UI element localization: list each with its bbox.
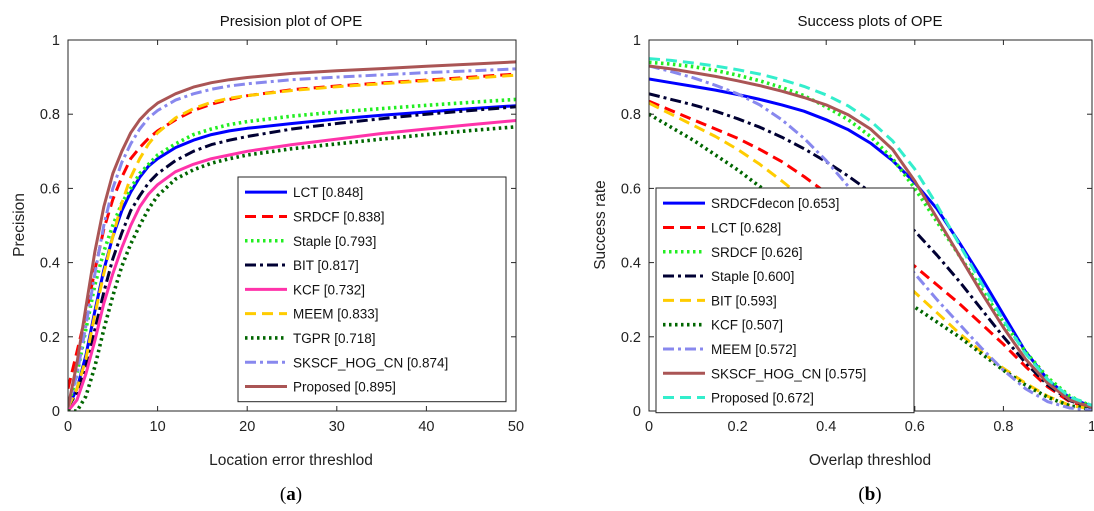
caption-b: (b) (858, 484, 881, 505)
success-plot-title: Success plots of OPE (797, 13, 942, 30)
success-plot-ylabel: Success rate (592, 180, 609, 270)
caption-b-letter: b (865, 484, 876, 505)
precision-legend-box (237, 176, 507, 403)
success-legend-label: MEEM [0.572] (711, 342, 797, 357)
precision-plot-xlabel: Location error threshlod (209, 452, 373, 469)
precision-legend-label: BIT [0.817] (293, 258, 359, 273)
precision-series-line-3 (68, 97, 516, 408)
precision-xtick-label: 10 (150, 419, 166, 435)
success-series-line-5 (649, 101, 1092, 411)
success-xtick-label: 0.2 (728, 419, 748, 435)
precision-series-line-8 (68, 67, 516, 408)
precision-ytick-label: 0.2 (40, 330, 60, 346)
precision-plot-area: 0 10 20 30 40 50 0 0.2 0.4 0.6 0.8 1 LCT [0.848] SRDC… (40, 33, 524, 435)
success-xtick-label: 0.4 (816, 419, 836, 435)
precision-legend-label: SRDCF [0.838] (293, 209, 385, 224)
precision-legend-label: TGPR [0.718] (293, 331, 376, 346)
precision-ytick-label: 0 (52, 404, 60, 420)
precision-legend-label: LCT [0.848] (293, 185, 363, 200)
precision-ytick-label: 1 (52, 33, 60, 49)
success-plot-xlabel: Overlap threshlod (809, 452, 931, 469)
precision-legend-label: Proposed [0.895] (293, 380, 396, 395)
success-plot-panel: Success plots of OPE Overlap threshlod S… (592, 13, 1094, 469)
precision-xtick-label: 30 (329, 419, 345, 435)
success-legend-label: Proposed [0.672] (711, 391, 814, 406)
precision-ytick-label: 0.4 (40, 256, 60, 272)
precision-series-line-6 (68, 73, 516, 408)
success-xtick-label: 0.8 (993, 419, 1013, 435)
success-legend-label: KCF [0.507] (711, 318, 783, 333)
success-series-line-1 (649, 77, 1092, 408)
success-plot-area: 0 0.2 0.4 0.6 0.8 1 0 0.2 0.4 0.6 0.8 1 SRDCFdecon [… (621, 33, 1094, 435)
success-series-line-9 (649, 57, 1092, 407)
precision-axes-box (67, 39, 517, 412)
success-ytick-label: 0 (633, 404, 641, 420)
caption-a-letter: a (286, 484, 296, 505)
success-series-line-8 (649, 64, 1092, 409)
precision-xtick-label: 0 (64, 419, 72, 435)
success-ytick-label: 0.6 (621, 181, 641, 197)
success-legend-label: SKSCF_HOG_CN [0.575] (711, 366, 866, 381)
precision-series-line-9 (68, 60, 516, 408)
precision-plot-panel: Presision plot of OPE Location error thr… (11, 13, 524, 469)
precision-plot-ylabel: Precision (11, 193, 28, 257)
success-ytick-label: 0.2 (621, 330, 641, 346)
success-ytick-label: 0.8 (621, 107, 641, 123)
success-ytick-label: 1 (633, 33, 641, 49)
success-xtick-label: 0.6 (905, 419, 925, 435)
success-legend-label: SRDCF [0.626] (711, 245, 803, 260)
precision-legend: LCT [0.848] SRDCF [0.838] Staple [0.793] BI… (237, 176, 507, 403)
success-xtick-label: 0 (645, 419, 653, 435)
success-xtick-label: 1 (1088, 419, 1094, 435)
precision-plot-title: Presision plot of OPE (220, 13, 363, 30)
success-legend-label: SRDCFdecon [0.653] (711, 196, 839, 211)
precision-xtick-label: 40 (418, 419, 434, 435)
precision-series-line-7 (68, 125, 516, 411)
success-legend-label: LCT [0.628] (711, 220, 781, 235)
precision-xtick-label: 50 (508, 419, 524, 435)
precision-legend-label: Staple [0.793] (293, 234, 376, 249)
caption-a: (a) (280, 484, 302, 505)
precision-legend-label: SKSCF_HOG_CN [0.874] (293, 355, 448, 370)
precision-series-line-5 (68, 119, 516, 411)
precision-legend-label: MEEM [0.833] (293, 307, 379, 322)
success-ytick-label: 0.4 (621, 256, 641, 272)
success-legend: SRDCFdecon [0.653] LCT [0.628] SRDCF [0.62… (655, 187, 915, 414)
precision-legend-label: KCF [0.732] (293, 282, 365, 297)
precision-ytick-label: 0.8 (40, 107, 60, 123)
precision-ytick-label: 0.6 (40, 181, 60, 197)
success-legend-label: BIT [0.593] (711, 293, 777, 308)
precision-xtick-label: 20 (239, 419, 255, 435)
success-legend-label: Staple [0.600] (711, 269, 794, 284)
precision-series-line-4 (68, 105, 516, 409)
